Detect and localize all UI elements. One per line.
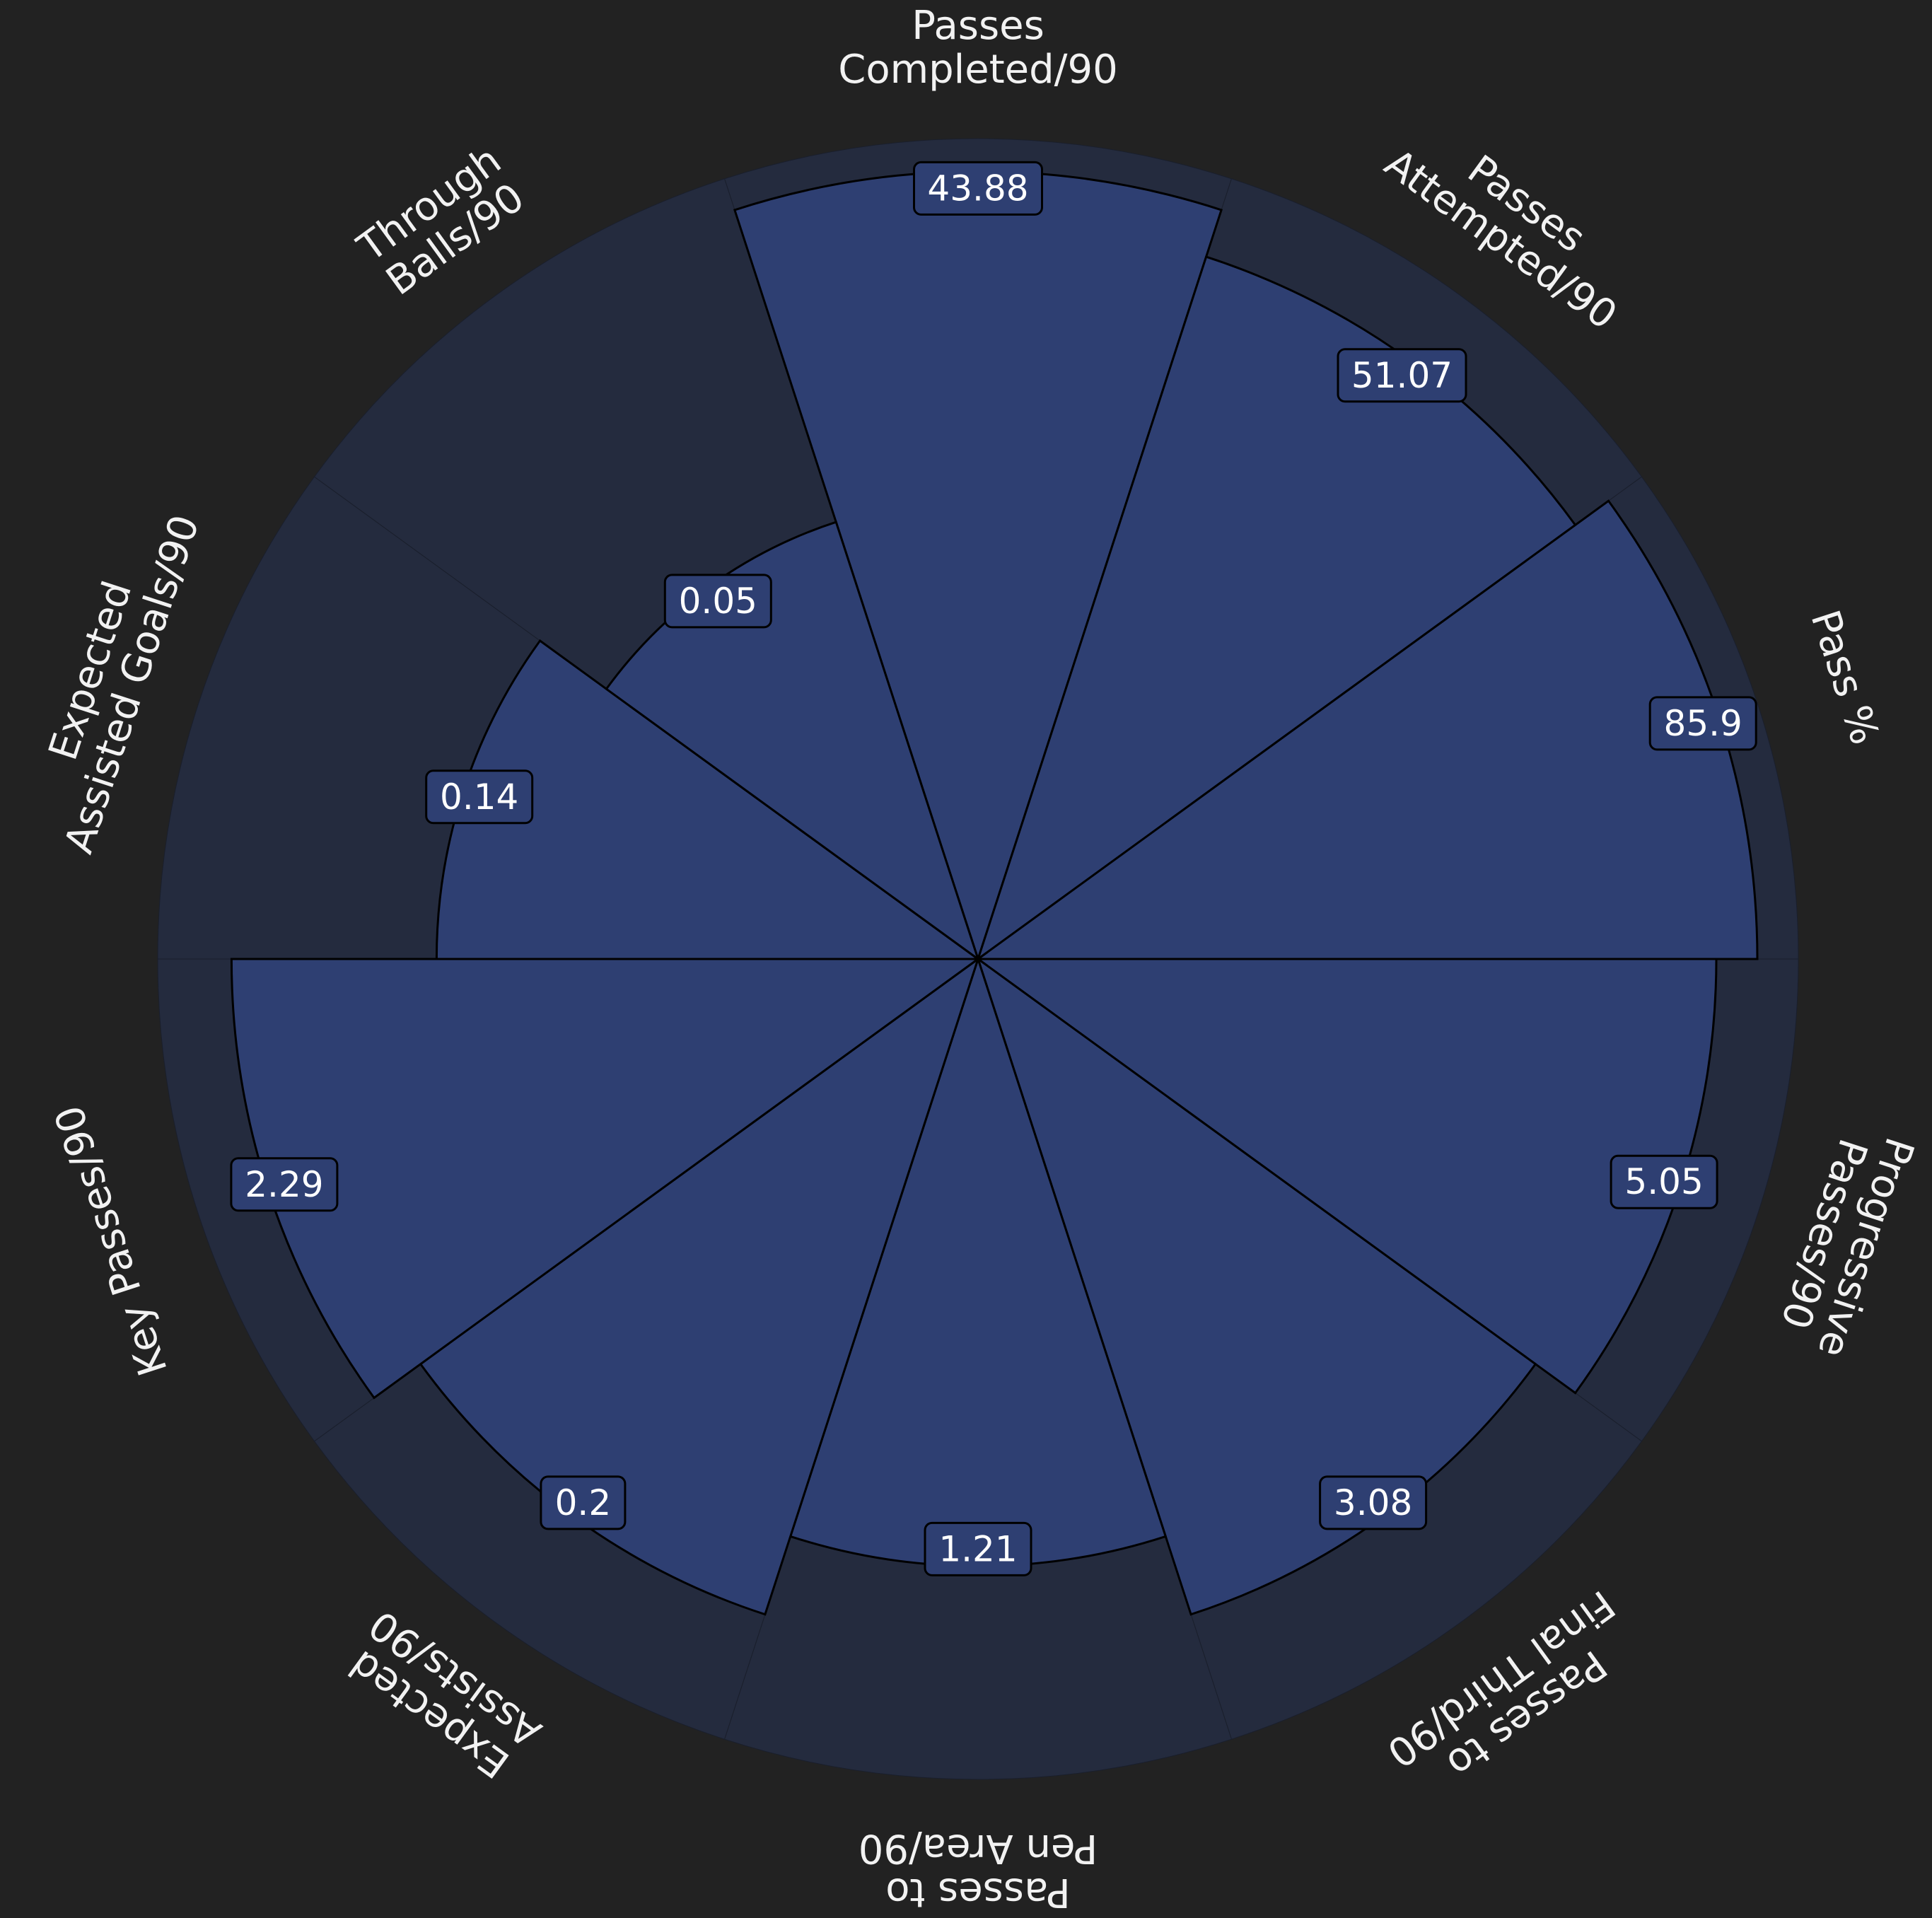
value-box [540, 1475, 627, 1530]
value-text: 51.07 [1351, 355, 1453, 396]
value-box [1610, 1154, 1718, 1209]
value-text: 0.2 [555, 1482, 612, 1523]
value-box [1648, 696, 1757, 751]
value-box [230, 1157, 339, 1212]
parameter-label-line: Passes [912, 3, 1044, 49]
value-box [924, 1521, 1032, 1576]
parameter-label: Passes Completed/90 [838, 3, 1118, 93]
value-label: 85.9 [1648, 696, 1757, 751]
value-text: 0.05 [679, 581, 757, 622]
value-labels: 43.88 51.07 85.9 5.05 3.08 1.21 0.2 2.29 0.14 0.0… [230, 161, 1757, 1576]
value-label: 0.2 [540, 1475, 627, 1530]
parameter-label-line: Passes to [885, 1869, 1071, 1915]
value-label: 1.21 [924, 1521, 1032, 1576]
value-text: 0.14 [440, 777, 518, 818]
parameter-label: Passes toPen Area/90 [859, 1825, 1098, 1915]
value-label: 2.29 [230, 1157, 339, 1212]
value-label: 3.08 [1319, 1475, 1428, 1530]
value-label: 0.14 [425, 769, 534, 825]
value-text: 3.08 [1334, 1482, 1412, 1523]
value-box [913, 161, 1043, 216]
value-text: 2.29 [245, 1164, 323, 1205]
value-text: 5.05 [1624, 1161, 1703, 1202]
value-label: 0.05 [663, 574, 772, 629]
parameter-label-line: Pen Area/90 [859, 1825, 1098, 1871]
value-box [1337, 348, 1467, 403]
value-label: 5.05 [1610, 1154, 1718, 1209]
slice-values [230, 170, 1759, 1616]
value-box [425, 769, 534, 825]
value-text: 43.88 [927, 168, 1028, 209]
parameter-label-line: Completed/90 [838, 47, 1118, 93]
value-text: 85.9 [1664, 703, 1742, 744]
value-box [663, 574, 772, 629]
value-text: 1.21 [938, 1528, 1017, 1569]
value-label: 51.07 [1337, 348, 1467, 403]
value-box [1319, 1475, 1428, 1530]
value-label: 43.88 [913, 161, 1043, 216]
